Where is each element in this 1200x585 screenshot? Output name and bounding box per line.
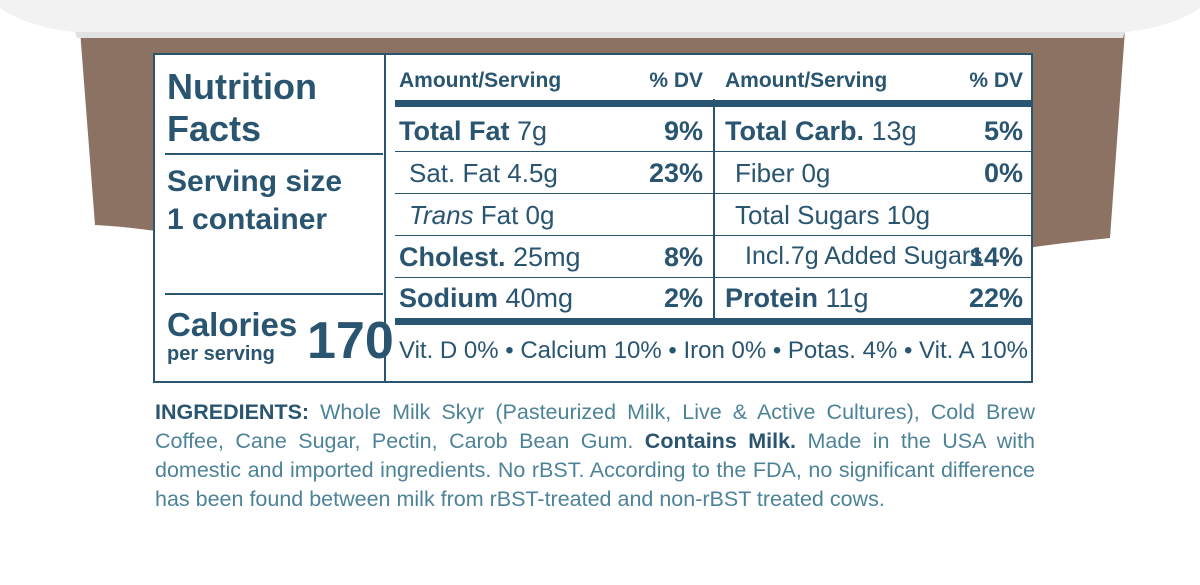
- ingredients-statement: INGREDIENTS: Whole Milk Skyr (Pasteurize…: [155, 398, 1035, 514]
- amount-serving-header-left: Amount/Serving: [399, 69, 562, 92]
- divider: [715, 235, 1031, 236]
- calories-sub-label: per serving: [167, 343, 275, 365]
- nutrition-facts-panel: Nutrition Facts Serving size 1 container…: [153, 53, 1033, 383]
- divider: [165, 293, 383, 295]
- sodium-label: Sodium: [399, 283, 498, 313]
- total-carb-label: Total Carb.: [725, 116, 865, 146]
- sat-fat-label: Sat. Fat 4.5g: [409, 158, 558, 188]
- fiber-label: Fiber 0g: [735, 158, 831, 188]
- dv-header-left: % DV: [649, 69, 703, 92]
- fiber-dv: 0%: [983, 158, 1023, 188]
- cup-rim-shadow: [75, 32, 1125, 38]
- divider: [395, 151, 713, 152]
- vitamins-minerals: Vit. D 0% • Calcium 10% • Iron 0% • Pota…: [399, 337, 1029, 364]
- sodium-dv: 2%: [663, 283, 703, 313]
- thick-divider: [395, 318, 1031, 325]
- protein-row: Protein 11g: [725, 285, 869, 312]
- cup-rim: [0, 0, 1200, 32]
- divider: [395, 277, 713, 278]
- trans-fat-row: Trans Fat 0g: [409, 202, 554, 228]
- column-divider: [713, 99, 715, 319]
- sat-fat-dv: 23%: [648, 158, 703, 188]
- added-sugars-label: Incl.7g Added Sugars: [745, 242, 983, 270]
- column-divider: [384, 55, 386, 381]
- protein-label: Protein: [725, 283, 819, 313]
- dv-header-right: % DV: [969, 69, 1023, 92]
- nutrition-title-line2: Facts: [167, 108, 262, 149]
- sodium-row: Sodium 40mg: [399, 285, 573, 312]
- cholesterol-row: Cholest. 25mg: [399, 244, 581, 271]
- sodium-amount: 40mg: [505, 283, 574, 313]
- protein-dv: 22%: [968, 283, 1023, 313]
- divider: [715, 277, 1031, 278]
- total-sugars-label: Total Sugars 10g: [735, 200, 931, 230]
- divider: [715, 151, 1031, 152]
- nutrition-title-line1: Nutrition: [167, 66, 317, 107]
- serving-size-value: 1 container: [167, 203, 328, 236]
- total-fat-amount: 7g: [517, 116, 548, 146]
- total-fat-row: Total Fat 7g: [399, 118, 547, 145]
- trans-fat-italic-label: Trans: [409, 200, 474, 230]
- cholesterol-dv: 8%: [663, 242, 703, 272]
- total-fat-dv: 9%: [663, 116, 703, 146]
- total-fat-label: Total Fat: [399, 116, 510, 146]
- divider: [715, 193, 1031, 194]
- origin-statement: Made in the USA with domestic and import…: [155, 429, 1036, 511]
- protein-amount: 11g: [825, 283, 869, 313]
- cholesterol-amount: 25mg: [513, 242, 581, 272]
- added-sugars-dv: 14%: [968, 242, 1023, 272]
- total-carb-dv: 5%: [983, 116, 1023, 146]
- ingredients-list: Whole Milk Skyr (Pasteurized Milk, Live …: [155, 400, 1035, 453]
- thick-divider: [395, 100, 713, 107]
- amount-serving-header-right: Amount/Serving: [725, 69, 888, 92]
- calories-label: Calories: [167, 306, 298, 343]
- divider: [165, 153, 383, 155]
- allergen-statement: Contains Milk.: [644, 429, 797, 453]
- trans-fat-label: Fat 0g: [480, 200, 555, 230]
- divider: [395, 235, 713, 236]
- calories-value: 170: [307, 312, 394, 370]
- thick-divider: [715, 100, 1031, 107]
- cholesterol-label: Cholest.: [399, 242, 506, 272]
- divider: [395, 193, 713, 194]
- total-carb-row: Total Carb. 13g: [725, 118, 917, 145]
- serving-size-label: Serving size: [167, 165, 343, 198]
- total-carb-amount: 13g: [871, 116, 917, 146]
- ingredients-label: INGREDIENTS:: [155, 400, 310, 424]
